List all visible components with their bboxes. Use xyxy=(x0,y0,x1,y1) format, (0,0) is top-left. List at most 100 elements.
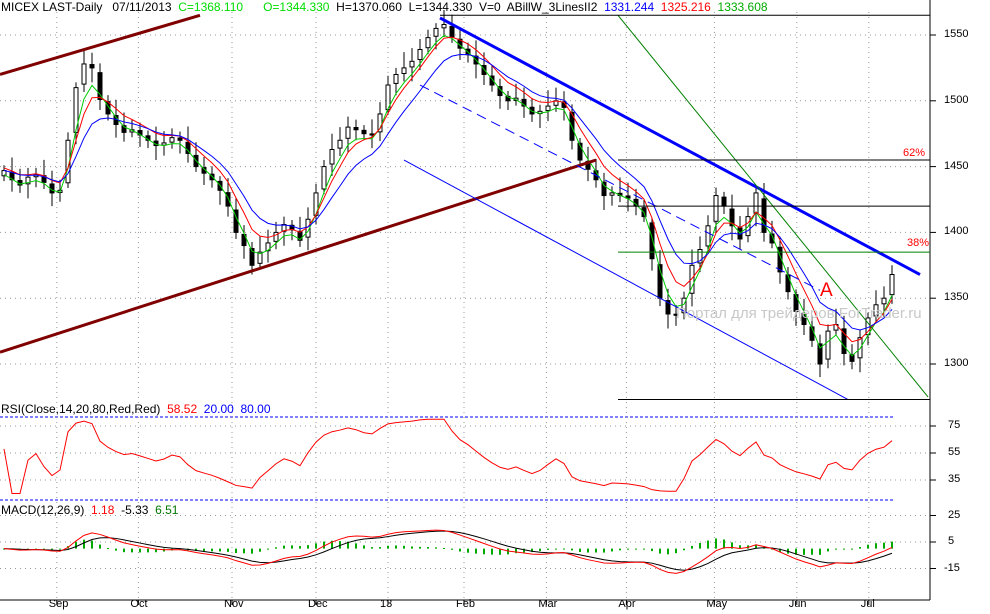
macd-histogram-bar xyxy=(867,544,869,549)
ma-slow-line xyxy=(3,54,893,331)
macd-histogram-bar xyxy=(243,548,245,554)
fib-62-label: 62% xyxy=(903,147,926,159)
macd-histogram-bar xyxy=(107,548,109,550)
macd-histogram-bar xyxy=(691,545,693,549)
trendline-blue-channel-lower xyxy=(403,159,849,400)
candle-body xyxy=(649,222,655,260)
month-label: Sep xyxy=(48,598,69,610)
macd-histogram-bar xyxy=(315,543,317,549)
price-label: 1300 xyxy=(944,357,969,369)
candle-body xyxy=(529,106,535,115)
candle-body xyxy=(889,274,895,296)
candle-body xyxy=(449,25,455,39)
macd-histogram-bar xyxy=(659,548,661,554)
macd-histogram-bar xyxy=(291,545,293,549)
candle-body xyxy=(761,198,767,233)
macd-histogram-bar xyxy=(395,545,397,549)
high-value: H=1370.060 xyxy=(336,0,402,14)
macd-histogram-bar xyxy=(211,548,213,552)
month-label: Apr xyxy=(618,598,636,610)
macd-histogram-bar xyxy=(259,548,261,552)
rsi-label: RSI(Close,14,20,80,Red,Red) xyxy=(1,402,161,416)
candle-body xyxy=(625,195,631,199)
macd-axis-label: 25 xyxy=(948,508,961,521)
macd-histogram-bar xyxy=(619,548,621,551)
price-label: 1350 xyxy=(944,291,969,304)
candle-body xyxy=(785,274,791,293)
fib-38-label: 38% xyxy=(907,237,930,249)
candle-body xyxy=(481,65,487,75)
macd-histogram-bar xyxy=(227,548,229,552)
month-label: Dec xyxy=(308,598,328,610)
macd-histogram-bar xyxy=(603,548,605,553)
close-value: C=1368.110 xyxy=(178,0,244,14)
macd-histogram-bar xyxy=(515,548,517,554)
macd-histogram-bar xyxy=(379,547,381,549)
rsi-low-level: 20.00 xyxy=(203,402,234,416)
macd-histogram-bar xyxy=(323,541,325,549)
candle-body xyxy=(225,192,231,207)
macd-histogram-bar xyxy=(859,547,861,549)
macd-histogram-bar xyxy=(155,548,157,553)
macd-histogram-bar xyxy=(459,548,461,552)
rsi-axis-label: 35 xyxy=(948,473,961,485)
macd-histogram-bar xyxy=(363,545,365,549)
rsi-axis-label: 55 xyxy=(948,446,961,458)
candle-body xyxy=(881,297,887,305)
macd-histogram-bar xyxy=(627,548,629,550)
macd-histogram-bar xyxy=(427,547,429,549)
candle-body xyxy=(489,75,495,86)
month-label: May xyxy=(706,598,728,610)
macd-histogram-bar xyxy=(123,548,125,553)
candle-body xyxy=(521,98,527,107)
macd-histogram-bar xyxy=(723,539,725,549)
trendline-blue-dashed-mid xyxy=(419,84,821,291)
macd-histogram-bar xyxy=(91,540,93,549)
macd-histogram-bar xyxy=(795,548,797,555)
macd-histogram-bar xyxy=(875,543,877,549)
macd-hist-value: 6.51 xyxy=(155,503,179,517)
macd-signal-value: -5.33 xyxy=(121,503,149,517)
volume-value: V=0 xyxy=(478,0,501,14)
month-label: Jul xyxy=(860,598,875,610)
macd-histogram-bar xyxy=(347,541,349,549)
candle-body xyxy=(433,27,439,37)
macd-histogram-bar xyxy=(819,548,821,555)
candle-body xyxy=(873,304,879,317)
macd-histogram-bar xyxy=(139,548,141,553)
wave-a-label: A xyxy=(820,280,833,301)
macd-histogram-bar xyxy=(203,548,205,552)
macd-histogram-bar xyxy=(339,541,341,549)
candle-body xyxy=(417,48,423,61)
indicator-value-2: 1325.216 xyxy=(660,0,711,14)
candle-body xyxy=(697,249,703,264)
macd-histogram-bar xyxy=(643,548,645,550)
price-label: 1400 xyxy=(944,225,969,238)
macd-histogram-bar xyxy=(195,548,197,552)
macd-histogram-bar xyxy=(715,538,717,549)
candle-body xyxy=(441,23,447,29)
macd-histogram-bar xyxy=(491,548,493,555)
ma-fast-line xyxy=(3,34,893,357)
rsi-header: RSI(Close,14,20,80,Red,Red) 58.52 20.00 … xyxy=(1,402,271,416)
macd-histogram-bar xyxy=(883,542,885,549)
candle-body xyxy=(769,233,775,244)
macd-histogram-bar xyxy=(827,548,829,552)
indicator-value-3: 1333.608 xyxy=(717,0,768,14)
macd-histogram-bar xyxy=(267,548,269,550)
candle-body xyxy=(25,176,31,185)
candle-body xyxy=(681,297,687,314)
month-label: 13 xyxy=(380,598,393,610)
macd-histogram-bar xyxy=(803,548,805,555)
macd-histogram-bar xyxy=(635,548,637,550)
macd-histogram-bar xyxy=(547,548,549,550)
candle-body xyxy=(353,127,359,131)
low-value: L=1344.330 xyxy=(408,0,473,14)
macd-signal-line xyxy=(3,530,893,571)
candle-body xyxy=(689,264,695,294)
month-label: Nov xyxy=(224,598,244,610)
macd-value: 1.18 xyxy=(91,503,115,517)
macd-histogram-bar xyxy=(435,547,437,549)
candle-body xyxy=(713,195,719,222)
macd-histogram-bar xyxy=(571,548,573,551)
